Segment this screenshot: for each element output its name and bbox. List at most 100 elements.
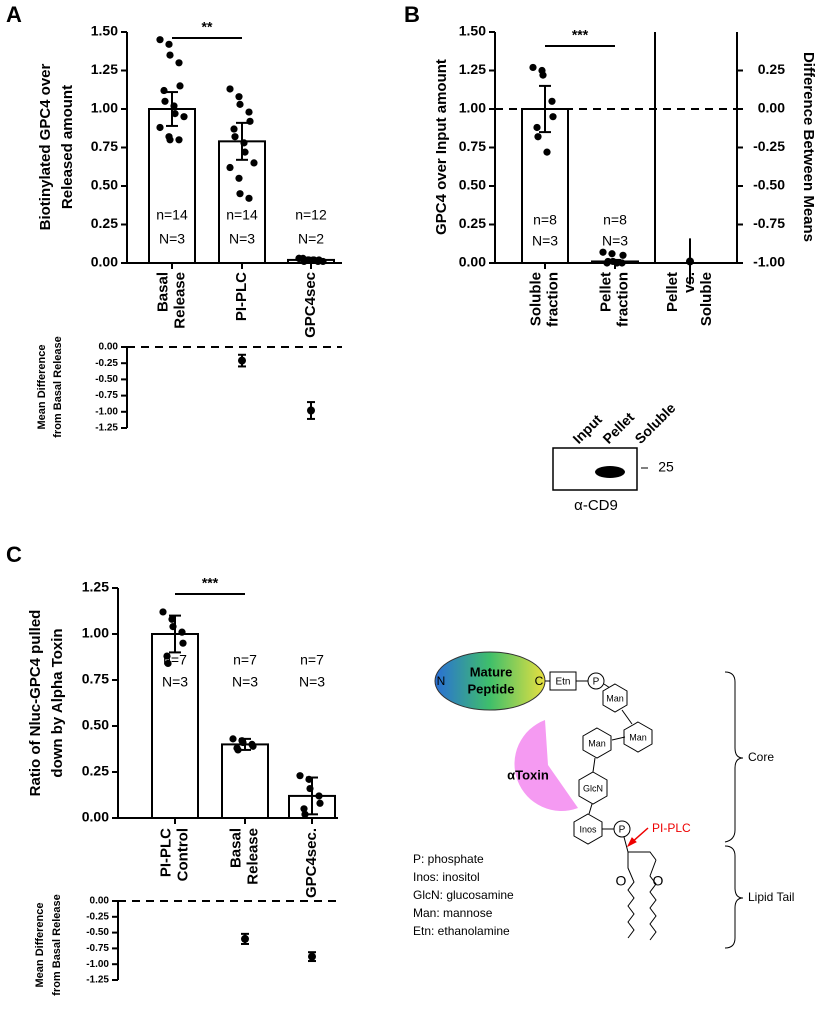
y-tick-label: -1.25	[95, 423, 118, 434]
bond	[621, 709, 633, 725]
x-tick-label: Soluble	[698, 272, 715, 326]
data-point	[295, 254, 303, 262]
data-point	[168, 615, 176, 623]
data-point	[160, 86, 168, 95]
data-point	[169, 623, 177, 631]
sugar	[582, 727, 612, 759]
data-point	[156, 36, 164, 44]
significance-label: ***	[572, 27, 589, 43]
x-tick-label: fraction	[614, 272, 631, 327]
data-point	[301, 810, 309, 818]
x-tick-label: GPC4sec.	[303, 828, 320, 898]
bar	[148, 108, 196, 264]
data-point	[305, 775, 313, 783]
data-point	[249, 742, 257, 750]
marker-label: 25	[658, 459, 674, 475]
data-point	[529, 63, 537, 72]
data-point	[236, 100, 244, 108]
data-point	[250, 159, 258, 167]
data-point	[176, 82, 184, 90]
brace	[724, 671, 744, 843]
oxygen-label: O	[653, 873, 664, 889]
phosphate-circle	[587, 672, 605, 690]
bond	[588, 803, 593, 815]
mean-difference	[241, 934, 249, 943]
lane-label: Soluble	[631, 400, 678, 447]
inos-label: Inos	[579, 824, 597, 834]
data-point	[310, 256, 318, 264]
x-tick-label: Basal	[227, 828, 244, 868]
diagram-text: Mature Peptide N C Etn P Man Man Man Glc…	[413, 664, 794, 938]
y-tick-label: 0.00	[459, 254, 486, 270]
y-tick-label: 0.75	[82, 671, 109, 687]
data-point	[166, 136, 174, 144]
mean-difference	[238, 356, 246, 365]
y-tick-label: 0.75	[459, 138, 486, 154]
data-point	[300, 805, 308, 813]
x-tick-label: PI-PLC	[157, 828, 174, 877]
man-label: Man	[629, 732, 647, 742]
arrow-head	[626, 837, 637, 848]
y-tick-label: -0.50	[86, 927, 109, 938]
y-tick-label: 1.00	[91, 100, 118, 116]
data-point	[315, 792, 323, 800]
data-point	[175, 59, 183, 67]
y-tick-label: 1.00	[82, 625, 109, 641]
data-point	[534, 133, 542, 141]
panel-letter: A	[6, 2, 22, 27]
data-point	[178, 628, 186, 636]
n-label: N=3	[299, 674, 325, 690]
core-label: Core	[748, 750, 774, 764]
data-point	[304, 256, 312, 264]
blot-frame	[552, 447, 638, 491]
data-point	[180, 113, 188, 121]
legend-line: Man: mannose	[413, 906, 493, 920]
y2-tick-label: 0.25	[758, 61, 785, 77]
data-point	[236, 190, 244, 198]
p-label: P	[619, 825, 626, 836]
y-tick-label: 1.25	[459, 61, 486, 77]
peptide-label: Mature	[470, 664, 513, 679]
data-point	[599, 248, 607, 256]
y-tick-label: -0.25	[95, 358, 118, 369]
glcn-label: GlcN	[583, 783, 603, 793]
n-label: N=3	[229, 231, 255, 247]
man-label: Man	[606, 693, 624, 703]
gpi-diagram	[434, 651, 744, 949]
data-point	[296, 772, 304, 780]
n-label: N=3	[162, 674, 188, 690]
legend-line: P: phosphate	[413, 852, 484, 866]
y-tick-label: 0.50	[82, 717, 109, 733]
y-tick-label: 0.50	[459, 177, 486, 193]
n-label: n=8	[603, 212, 627, 228]
y2-tick-label: -0.25	[753, 138, 785, 154]
data-point	[316, 799, 324, 807]
y-tick-label: -1.25	[86, 975, 109, 986]
c-term: C	[535, 674, 544, 688]
p-label: P	[593, 677, 600, 688]
data-point	[226, 163, 234, 172]
data-point	[613, 259, 621, 267]
data-point	[235, 93, 243, 101]
bond	[592, 757, 596, 773]
data-point	[229, 735, 237, 743]
phosphate-circle	[613, 820, 631, 838]
x-tick-label: GPC4sec	[302, 272, 319, 338]
y-axis-label: from Basal Release	[51, 894, 63, 996]
sugar	[602, 683, 628, 713]
data-point	[306, 784, 314, 793]
y-tick-label: 0.25	[459, 215, 486, 231]
x-tick-label: Release	[171, 272, 188, 329]
data-point	[231, 133, 239, 141]
y-tick-label: -1.00	[95, 406, 118, 417]
n-label: N=3	[602, 233, 628, 249]
blot: 25 α-CD9 Input Pellet Soluble	[552, 400, 679, 514]
mean-difference	[308, 952, 316, 961]
bar	[151, 633, 199, 819]
sugar	[573, 813, 603, 845]
y-tick-label: 0.50	[91, 177, 118, 193]
data-point	[156, 123, 164, 132]
y-tick-label: 1.00	[459, 100, 486, 116]
data-point	[618, 259, 626, 267]
